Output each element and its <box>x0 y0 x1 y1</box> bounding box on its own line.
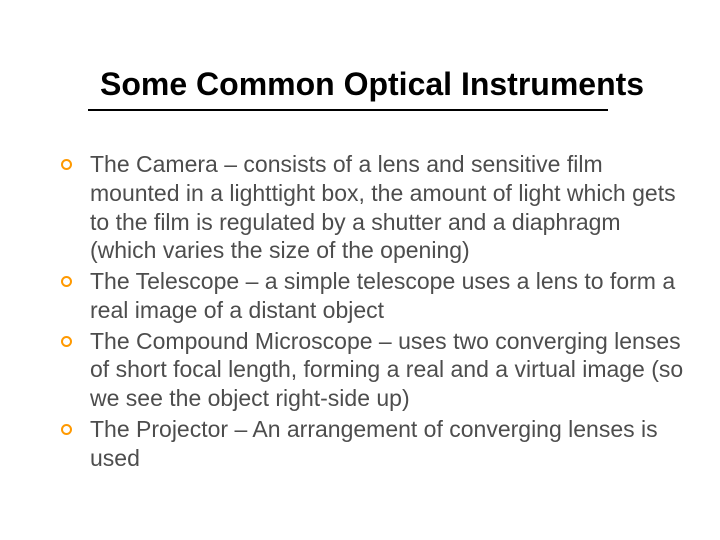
bullet-text: The Telescope – a simple telescope uses … <box>90 267 692 325</box>
list-item: The Compound Microscope – uses two conve… <box>42 327 692 413</box>
title-underline <box>88 109 608 111</box>
bullet-text: The Camera – consists of a lens and sens… <box>90 150 692 265</box>
title-block: Some Common Optical Instruments <box>100 66 660 111</box>
bullet-text: The Compound Microscope – uses two conve… <box>90 327 692 413</box>
bullet-icon <box>42 267 90 287</box>
list-item: The Projector – An arrangement of conver… <box>42 415 692 473</box>
bullet-icon <box>42 327 90 347</box>
slide: Some Common Optical Instruments The Came… <box>0 0 720 540</box>
bullet-list: The Camera – consists of a lens and sens… <box>42 150 692 474</box>
bullet-icon <box>42 150 90 170</box>
slide-title: Some Common Optical Instruments <box>100 66 660 103</box>
list-item: The Telescope – a simple telescope uses … <box>42 267 692 325</box>
bullet-text: The Projector – An arrangement of conver… <box>90 415 692 473</box>
list-item: The Camera – consists of a lens and sens… <box>42 150 692 265</box>
bullet-icon <box>42 415 90 435</box>
